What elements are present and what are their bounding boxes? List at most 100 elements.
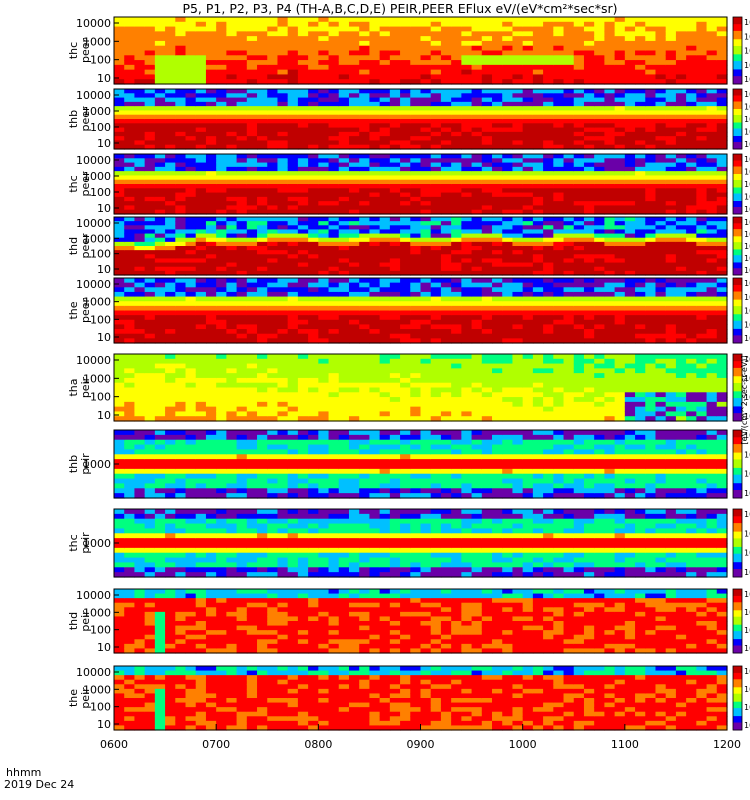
spectrogram-cell	[553, 241, 565, 247]
spectrogram-cell	[512, 258, 524, 264]
spectrogram-cell	[716, 119, 728, 124]
spectrogram-cell	[440, 97, 452, 103]
spectrogram-cell	[154, 123, 166, 129]
spectrogram-cell	[696, 74, 708, 80]
spectrogram-cell	[430, 158, 442, 164]
spectrogram-cell	[257, 270, 268, 276]
spectrogram-cell	[594, 31, 605, 37]
spectrogram-cell	[236, 333, 248, 339]
spectrogram-cell	[379, 136, 391, 142]
spectrogram-cell	[267, 373, 279, 379]
spectrogram-cell	[716, 69, 728, 76]
spectrogram-cell	[359, 69, 371, 76]
spectrogram-cell	[645, 184, 657, 189]
spectrogram-cell	[308, 262, 319, 268]
spectrogram-cell	[532, 301, 544, 307]
spectrogram-cell	[348, 354, 360, 360]
spectrogram-cell	[205, 171, 217, 177]
spectrogram-cell	[532, 131, 544, 137]
spectrogram-cell	[338, 382, 350, 389]
colorbar-band	[733, 312, 742, 315]
spectrogram-cell	[420, 368, 432, 374]
spectrogram-cell	[175, 74, 187, 80]
spectrogram-cell	[440, 154, 452, 159]
spectrogram-cell	[144, 233, 156, 239]
spectrogram-cell	[481, 158, 493, 164]
spectrogram-cell	[267, 354, 279, 360]
spectrogram-cell	[236, 101, 248, 107]
spectrogram-cell	[675, 201, 687, 207]
spectrogram-cell	[185, 392, 197, 398]
spectrogram-cell	[318, 221, 330, 226]
spectrogram-cell	[522, 291, 534, 298]
spectrogram-cell	[440, 338, 452, 344]
spectrogram-cell	[492, 329, 503, 335]
spectrogram-cell	[175, 411, 187, 417]
spectrogram-cell	[400, 55, 411, 61]
spectrogram-cell	[287, 262, 299, 268]
spectrogram-cell	[532, 258, 544, 264]
spectrogram-cell	[144, 225, 156, 231]
panel-label: thb	[67, 110, 80, 128]
spectrogram-cell	[216, 387, 227, 393]
spectrogram-cell	[563, 175, 575, 181]
spectrogram-cell	[563, 119, 575, 124]
spectrogram-cell	[716, 166, 728, 172]
spectrogram-cell	[583, 64, 595, 71]
spectrogram-cell	[297, 31, 309, 37]
colorbar-band	[733, 188, 742, 191]
spectrogram-cell	[175, 382, 187, 389]
spectrogram-cell	[175, 205, 187, 211]
spectrogram-cell	[369, 110, 381, 116]
spectrogram-cell	[257, 74, 268, 80]
spectrogram-cell	[134, 55, 146, 61]
spectrogram-cell	[257, 368, 268, 374]
spectrogram-cell	[543, 166, 554, 172]
spectrogram-cell	[532, 192, 544, 198]
spectrogram-cell	[134, 246, 146, 251]
spectrogram-cell	[624, 89, 636, 94]
spectrogram-cell	[165, 250, 176, 255]
spectrogram-cell	[604, 188, 616, 194]
spectrogram-cell	[165, 319, 176, 326]
spectrogram-cell	[165, 233, 176, 239]
spectrogram-cell	[205, 101, 217, 107]
spectrogram-cell	[716, 97, 728, 103]
spectrogram-cell	[532, 205, 544, 211]
spectrogram-cell	[624, 254, 636, 260]
spectrogram-cell	[492, 158, 503, 164]
spectrogram-cell	[583, 338, 595, 344]
colorbar-band	[733, 138, 742, 141]
spectrogram-cell	[348, 406, 360, 413]
spectrogram-cell	[195, 278, 207, 284]
spectrogram-cell	[389, 127, 401, 133]
spectrogram-cell	[675, 123, 687, 129]
spectrogram-cell	[471, 201, 483, 207]
spectrogram-cell	[379, 69, 391, 76]
spectrogram-cell	[543, 79, 554, 85]
spectrogram-cell	[706, 140, 718, 146]
spectrogram-cell	[635, 310, 646, 316]
spectrogram-cell	[400, 270, 411, 276]
spectrogram-cell	[114, 250, 125, 255]
spectrogram-cell	[185, 373, 197, 379]
spectrogram-cell	[185, 241, 197, 247]
colorbar-band	[733, 129, 742, 132]
spectrogram-cell	[410, 205, 422, 211]
spectrogram-cell	[277, 373, 289, 379]
spectrogram-cell	[706, 278, 718, 284]
spectrogram-cell	[553, 305, 565, 312]
spectrogram-cell	[297, 192, 309, 198]
spectrogram-cell	[614, 101, 626, 107]
colorbar-band	[733, 50, 742, 53]
colorbar-band	[733, 269, 742, 272]
spectrogram-cell	[532, 89, 544, 94]
spectrogram-cell	[267, 171, 279, 177]
spectrogram-cell	[216, 241, 227, 247]
spectrogram-cell	[553, 175, 565, 181]
spectrogram-cell	[696, 315, 708, 321]
spectrogram-cell	[635, 196, 646, 202]
spectrogram-cell	[318, 377, 330, 384]
spectrogram-cell	[481, 17, 493, 23]
colorbar-band	[733, 228, 742, 231]
